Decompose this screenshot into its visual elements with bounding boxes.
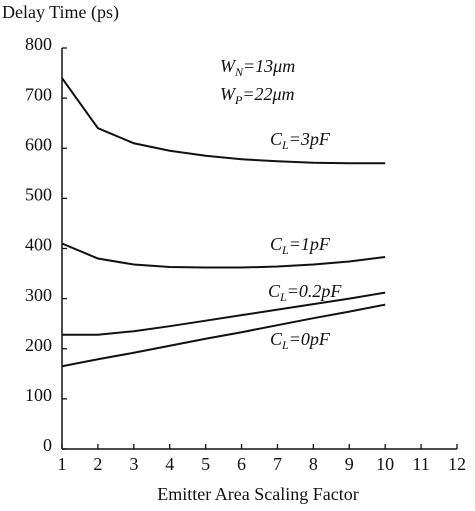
label-base: C [270,129,283,149]
label-sub: L [279,290,287,304]
x-tick-label: 9 [345,454,354,474]
x-tick-label: 5 [201,454,210,474]
label-base: C [270,329,283,349]
label-base: W [220,56,237,76]
label-text: =1pF [289,234,331,254]
x-tick-label: 10 [376,454,394,474]
label-base: C [268,281,281,301]
label-base: W [220,84,237,104]
y-tick-label: 0 [43,435,52,455]
series-line [61,303,386,368]
y-tick-label: 600 [25,134,52,154]
annotation: WP=22μm [220,84,295,107]
x-tick-label: 4 [165,454,174,474]
x-axis-title: Emitter Area Scaling Factor [157,484,358,504]
series-line [62,291,386,336]
y-tick-label: 500 [25,185,52,205]
label-text: =22μm [242,84,294,104]
label-base: C [270,234,283,254]
label-sub: L [281,338,289,352]
y-tick-label: 700 [25,84,52,104]
series-line [61,242,386,269]
y-tick-label: 400 [25,235,52,255]
label-sub: N [234,65,244,79]
x-tick-label: 6 [237,454,246,474]
x-tick-label: 2 [93,454,102,474]
y-tick-label: 100 [25,385,52,405]
label-sub: P [234,93,243,107]
series-line [61,77,386,165]
annotation: WN=13μm [220,56,295,79]
x-tick-label: 1 [58,454,67,474]
label-text: =13μm [243,56,295,76]
label-text: =0pF [289,329,331,349]
x-tick-label: 8 [309,454,318,474]
y-tick-label: 800 [25,34,52,54]
label-text: =0.2pF [287,281,343,301]
series-label: CL=1pF [270,234,331,257]
series-label: CL=3pF [270,129,331,152]
label-text: =3pF [289,129,331,149]
x-tick-label: 12 [448,454,466,474]
series-label: CL=0pF [270,329,331,352]
x-tick-label: 3 [129,454,138,474]
label-sub: L [281,138,289,152]
y-tick-label: 200 [25,335,52,355]
label-sub: L [281,243,289,257]
y-tick-label: 300 [25,285,52,305]
y-axis-title: Delay Time (ps) [2,2,119,23]
x-tick-label: 11 [412,454,429,474]
series-label: CL=0.2pF [268,281,342,304]
x-tick-label: 7 [273,454,282,474]
